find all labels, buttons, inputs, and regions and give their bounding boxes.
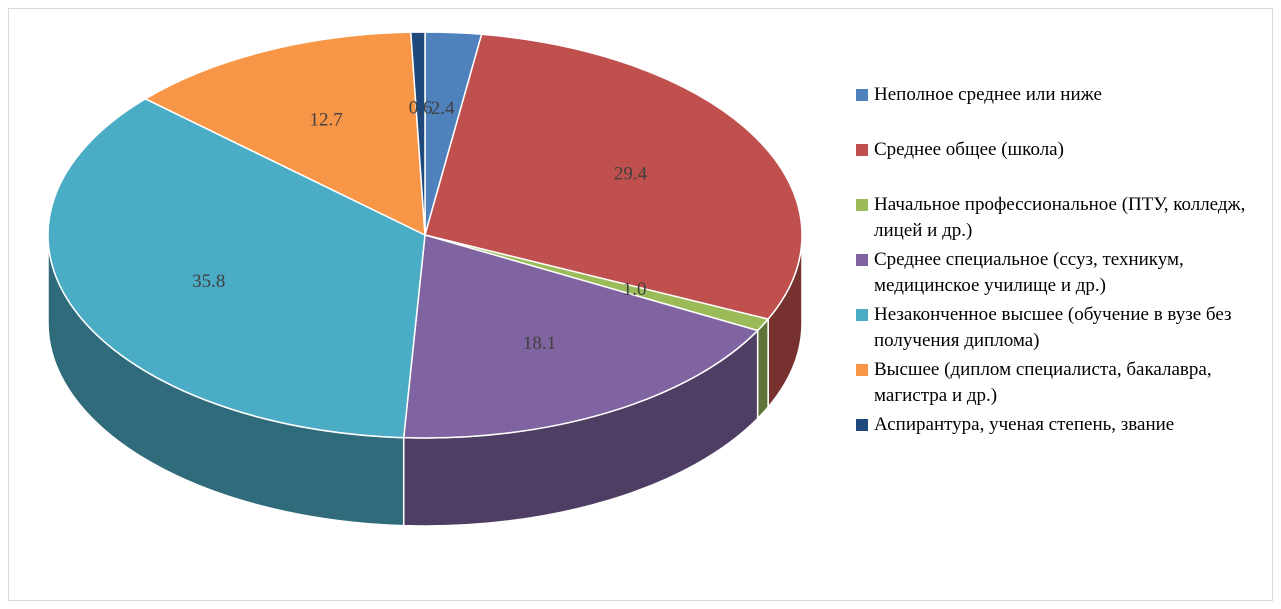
data-label: 18.1 [523, 333, 556, 354]
legend-swatch [856, 419, 868, 431]
data-label: 12.7 [310, 109, 343, 130]
legend-item: Высшее (диплом специалиста, бакалавра, м… [856, 357, 1266, 412]
legend-label: Высшее (диплом специалиста, бакалавра, м… [874, 359, 1212, 406]
legend-item: Среднее общее (школа) [856, 137, 1266, 192]
legend-label: Незаконченное высшее (обучение в вузе бе… [874, 304, 1232, 351]
legend-swatch [856, 89, 868, 101]
legend-label: Начальное профессиональное (ПТУ, колледж… [874, 194, 1246, 241]
pie-slice [424, 33, 803, 320]
legend-swatch [856, 144, 868, 156]
data-label: 2.4 [431, 98, 455, 119]
pie-tops [47, 31, 803, 439]
pie-slice [47, 97, 426, 439]
legend-label: Аспирантура, ученая степень, звание [874, 414, 1175, 435]
legend-item: Начальное профессиональное (ПТУ, колледж… [856, 192, 1266, 247]
data-label: 0.6 [409, 98, 433, 119]
pie-side [756, 317, 769, 421]
legend-label: Среднее общее (школа) [874, 139, 1064, 160]
legend-label: Неполное среднее или ниже [874, 84, 1102, 105]
legend-swatch [856, 309, 868, 321]
legend-item: Аспирантура, ученая степень, звание [856, 412, 1266, 467]
legend-item: Среднее специальное (ссуз, техникум, мед… [856, 247, 1266, 302]
pie-slice [409, 31, 426, 236]
legend-swatch [856, 254, 868, 266]
pie-slice [402, 234, 760, 439]
legend: Неполное среднее или ниже Среднее общее (… [856, 82, 1266, 467]
legend-label: Среднее специальное (ссуз, техникум, мед… [874, 249, 1184, 296]
legend-item: Неполное среднее или ниже [856, 82, 1266, 137]
legend-item: Незаконченное высшее (обучение в вузе бе… [856, 302, 1266, 357]
data-label: 35.8 [192, 271, 225, 292]
legend-swatch [856, 364, 868, 376]
data-label: 29.4 [614, 163, 648, 184]
data-labels: 2.4 29.4 1.0 18.1 35.8 12.7 0.6 [192, 98, 648, 355]
data-label: 1.0 [623, 279, 647, 300]
legend-swatch [856, 199, 868, 211]
pie-slice [143, 31, 426, 237]
pie-sides [47, 234, 803, 527]
